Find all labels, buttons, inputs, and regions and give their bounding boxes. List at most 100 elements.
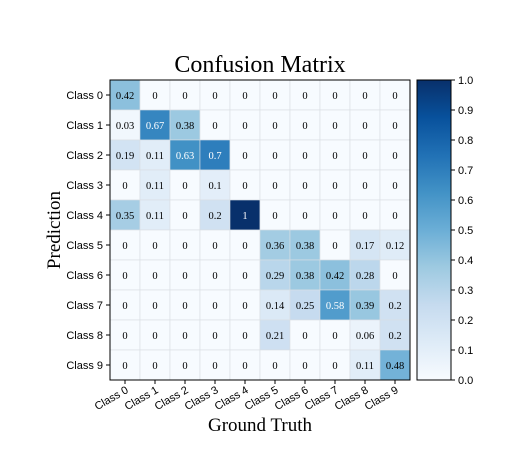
cell-value-label: 0 xyxy=(332,121,337,132)
colorbar-gradient xyxy=(416,79,452,381)
cell-value-label: 0 xyxy=(182,301,187,312)
colorbar-tick-label: 0.5 xyxy=(458,225,473,237)
heatmap-cell xyxy=(349,199,381,231)
colorbar-tick-label: 0.9 xyxy=(458,105,473,117)
y-tick-label: Class 7 xyxy=(66,300,103,312)
cell-value-label: 0 xyxy=(272,181,277,192)
y-tick-label: Class 2 xyxy=(66,150,103,162)
cell-value-label: 0 xyxy=(182,361,187,372)
cell-value-label: 0 xyxy=(302,151,307,162)
cell-value-label: 0 xyxy=(152,241,157,252)
heatmap-cell xyxy=(289,319,321,351)
cell-value-label: 0.39 xyxy=(356,301,374,312)
heatmap-cell xyxy=(109,229,141,261)
cell-value-label: 0 xyxy=(302,121,307,132)
cell-value-label: 0 xyxy=(362,181,367,192)
cell-value-label: 0.36 xyxy=(266,241,284,252)
cell-value-label: 0.38 xyxy=(176,121,194,132)
cell-value-label: 0 xyxy=(122,181,127,192)
colorbar-tick-label: 1.0 xyxy=(458,75,473,87)
heatmap-cell xyxy=(109,259,141,291)
heatmap-cell xyxy=(319,79,351,111)
cell-value-label: 0 xyxy=(332,151,337,162)
cell-value-label: 0 xyxy=(122,271,127,282)
heatmap-cell xyxy=(319,259,351,291)
cell-value-label: 0 xyxy=(332,211,337,222)
heatmap-cell xyxy=(319,349,351,381)
cell-value-label: 0 xyxy=(182,211,187,222)
heatmap-cell xyxy=(289,199,321,231)
heatmap-cell xyxy=(349,229,381,261)
cell-value-label: 0.63 xyxy=(176,151,194,162)
cell-value-label: 0 xyxy=(212,121,217,132)
colorbar-tick-label: 0.3 xyxy=(458,285,473,297)
cell-value-label: 0 xyxy=(392,211,397,222)
heatmap-cell xyxy=(349,139,381,171)
cell-value-label: 0 xyxy=(392,151,397,162)
heatmap-cell xyxy=(259,349,291,381)
heatmap-cell xyxy=(289,169,321,201)
cell-value-label: 0 xyxy=(302,361,307,372)
cell-value-label: 0 xyxy=(332,91,337,102)
heatmap-cell xyxy=(319,139,351,171)
y-tick-label: Class 6 xyxy=(66,270,103,282)
cell-value-label: 0.2 xyxy=(388,301,401,312)
cell-value-label: 0 xyxy=(392,271,397,282)
heatmap-cell xyxy=(199,259,231,291)
cell-value-label: 0 xyxy=(392,91,397,102)
chart-title: Confusion Matrix xyxy=(174,52,345,78)
heatmap-cell xyxy=(229,319,261,351)
y-tick-labels: Class 0 Class 1 Class 2 Class 3 Class 4 Class… xyxy=(66,90,110,372)
heatmap-cell xyxy=(289,259,321,291)
heatmap-cell xyxy=(349,319,381,351)
cell-value-label: 0 xyxy=(272,361,277,372)
cell-value-label: 0 xyxy=(392,181,397,192)
cell-value-label: 0 xyxy=(182,331,187,342)
cell-value-label: 0.42 xyxy=(326,271,344,282)
heatmap-cell xyxy=(229,229,261,261)
heatmap-cell xyxy=(379,259,411,291)
heatmap-cell xyxy=(109,169,141,201)
x-tick-label: Class 7 xyxy=(303,384,341,413)
heatmap-cell xyxy=(289,289,321,321)
cell-value-label: 1 xyxy=(242,211,247,222)
cell-value-label: 0.11 xyxy=(146,211,164,222)
cell-value-label: 0 xyxy=(242,121,247,132)
cell-value-label: 0.7 xyxy=(208,151,221,162)
cell-value-label: 0 xyxy=(242,151,247,162)
heatmap-cell xyxy=(379,199,411,231)
cell-value-label: 0.58 xyxy=(326,301,344,312)
heatmap-grid: 0.42 0 0 0 0 0 0 0 0 00.03 0.67 0.38 0 0 0 0 0 0 00.19 0.11… xyxy=(109,79,411,381)
heatmap-cell xyxy=(199,289,231,321)
cell-value-label: 0 xyxy=(242,301,247,312)
x-axis-label: Ground Truth xyxy=(208,415,312,436)
colorbar: 0.0 0.1 0.2 0.3 0.4 0.5 0.6 0.7 0.8 0.9 1.0 xyxy=(416,75,473,387)
cell-value-label: 0 xyxy=(242,181,247,192)
cell-value-label: 0 xyxy=(392,121,397,132)
cell-value-label: 0.21 xyxy=(266,331,284,342)
x-tick-label: Class 9 xyxy=(363,384,401,413)
heatmap-cell xyxy=(259,229,291,261)
x-tick-label: Class 1 xyxy=(123,384,161,413)
heatmap-cell xyxy=(259,109,291,141)
heatmap-cell xyxy=(289,139,321,171)
heatmap-cell xyxy=(229,349,261,381)
heatmap-cell xyxy=(319,109,351,141)
cell-value-label: 0 xyxy=(182,241,187,252)
cell-value-label: 0 xyxy=(272,121,277,132)
colorbar-tick-label: 0.1 xyxy=(458,345,473,357)
cell-value-label: 0 xyxy=(362,91,367,102)
heatmap-cell xyxy=(199,319,231,351)
cell-value-label: 0.06 xyxy=(356,331,374,342)
heatmap-cell xyxy=(109,79,141,111)
y-tick-label: Class 3 xyxy=(66,180,103,192)
heatmap-cell xyxy=(229,289,261,321)
cell-value-label: 0.11 xyxy=(356,361,374,372)
heatmap-frame xyxy=(109,79,411,381)
cell-value-label: 0.67 xyxy=(146,121,164,132)
heatmap-cell xyxy=(379,349,411,381)
cell-value-label: 0 xyxy=(362,121,367,132)
cell-value-label: 0 xyxy=(302,91,307,102)
cell-value-label: 0 xyxy=(332,181,337,192)
